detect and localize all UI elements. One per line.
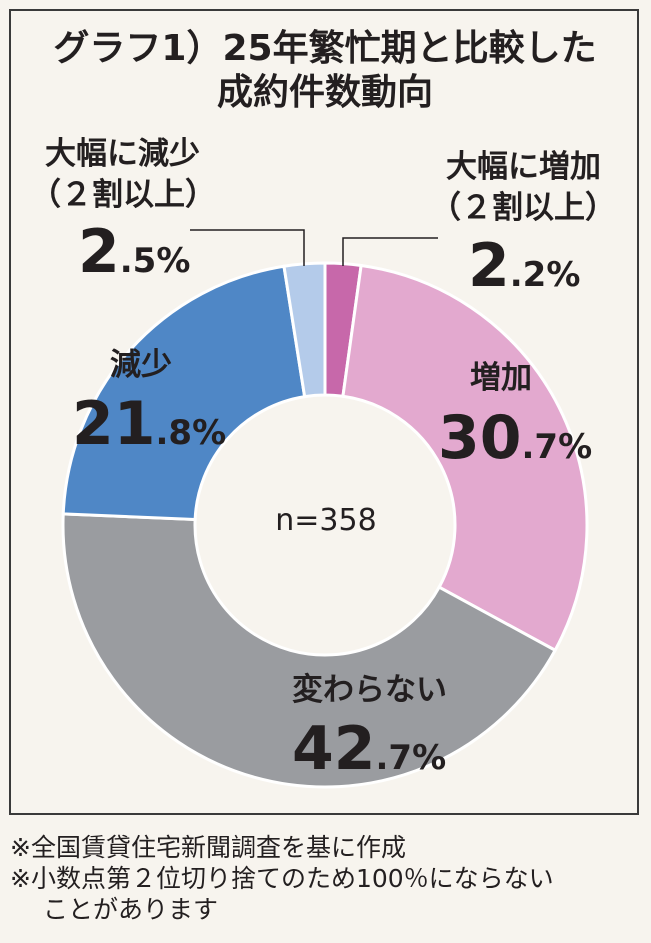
value-unchanged: 42.7% bbox=[292, 714, 446, 784]
value-large-decrease-dec: .5% bbox=[120, 241, 191, 281]
footnote-rounding-cont: ことがあります bbox=[43, 895, 219, 924]
sublabel-large-increase: （２割以上） bbox=[430, 190, 616, 226]
chart-title-line1: グラフ1）25年繁忙期と比較した bbox=[53, 28, 596, 69]
sublabel-large-decrease: （２割以上） bbox=[30, 177, 216, 213]
chart-title-line2: 成約件数動向 bbox=[217, 72, 433, 113]
value-decrease-dec: .8% bbox=[156, 413, 227, 453]
value-decrease: 21.8% bbox=[72, 389, 226, 459]
value-large-increase-dec: .2% bbox=[510, 255, 581, 295]
label-unchanged: 変わらない bbox=[292, 672, 447, 708]
leader-line-large-decrease bbox=[190, 229, 305, 266]
footnotes: ※全国賃貸住宅新聞調査を基に作成 ※小数点第２位切り捨てのため100％にならない… bbox=[10, 832, 640, 925]
label-large-decrease: 大幅に減少 bbox=[45, 136, 200, 172]
value-increase: 30.7% bbox=[438, 403, 592, 473]
value-large-decrease: 2.5% bbox=[78, 217, 190, 287]
value-unchanged-int: 42 bbox=[292, 714, 376, 784]
slice-large-decrease bbox=[282, 261, 327, 399]
value-large-increase: 2.2% bbox=[468, 231, 580, 301]
slice-increase bbox=[341, 263, 589, 653]
value-increase-int: 30 bbox=[438, 403, 522, 473]
pie-slices bbox=[61, 261, 589, 789]
footnote-source: ※全国賃貸住宅新聞調査を基に作成 bbox=[10, 833, 406, 862]
sample-size-label: n=358 bbox=[275, 503, 376, 538]
value-large-decrease-int: 2 bbox=[78, 217, 120, 287]
value-increase-dec: .7% bbox=[522, 427, 593, 467]
donut-chart: グラフ1）25年繁忙期と比較した 成約件数動向 大幅に減少 （２割以上） 2.5… bbox=[30, 28, 616, 789]
value-unchanged-dec: .7% bbox=[376, 738, 447, 778]
leader-line-large-increase bbox=[342, 237, 438, 266]
slice-unchanged bbox=[61, 512, 558, 789]
label-decrease: 減少 bbox=[110, 347, 172, 383]
label-increase: 増加 bbox=[470, 360, 532, 396]
value-decrease-int: 21 bbox=[72, 389, 156, 459]
value-large-increase-int: 2 bbox=[468, 231, 510, 301]
label-large-increase: 大幅に増加 bbox=[446, 149, 601, 185]
slice-decrease bbox=[61, 264, 307, 522]
footnote-rounding: ※小数点第２位切り捨てのため100％にならない bbox=[10, 864, 554, 893]
